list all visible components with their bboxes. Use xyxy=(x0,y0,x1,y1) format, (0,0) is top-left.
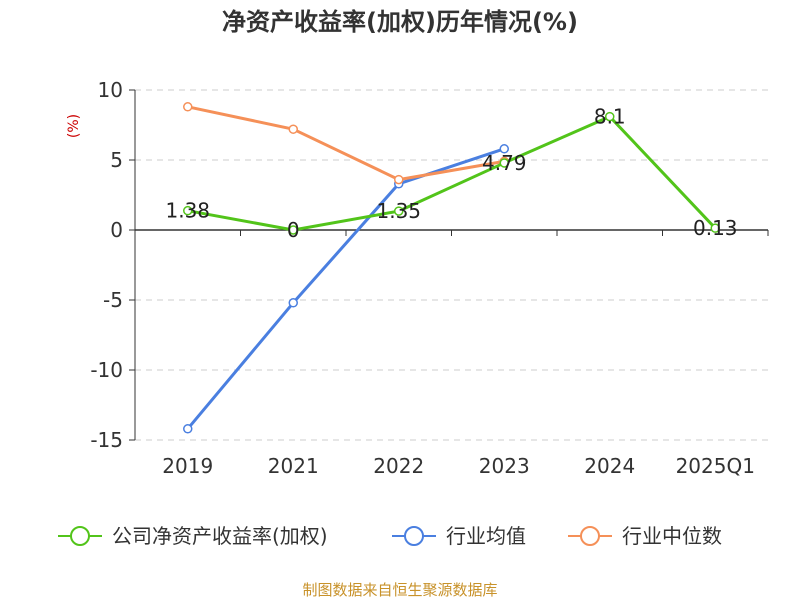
data-label: 1.38 xyxy=(165,199,210,223)
legend: 公司净资产收益率(加权) 行业均值 行业中位数 xyxy=(58,524,722,548)
series-lines xyxy=(183,102,720,434)
legend-label: 行业中位数 xyxy=(622,524,722,548)
x-tick-label: 2025Q1 xyxy=(676,454,755,478)
y-tick-label: 5 xyxy=(110,148,123,172)
data-label: 1.35 xyxy=(376,199,421,223)
data-point-0 xyxy=(288,225,298,235)
chart-title: 净资产收益率(加权)历年情况(%) xyxy=(222,8,578,36)
legend-marker xyxy=(404,526,424,546)
y-tick-label: -15 xyxy=(90,428,123,452)
legend-marker xyxy=(580,526,600,546)
x-tick-label: 2023 xyxy=(479,454,530,478)
data-point-0 xyxy=(499,158,509,168)
legend-marker xyxy=(70,526,90,546)
data-point-2 xyxy=(394,174,404,185)
x-tick-label: 2019 xyxy=(162,454,213,478)
gridlines xyxy=(135,89,768,441)
data-labels: 1.38 0 1.35 4.79 8.1 0.13 xyxy=(165,105,737,242)
x-tick-label: 2024 xyxy=(584,454,635,478)
x-tick-label: 2022 xyxy=(373,454,424,478)
data-point-0 xyxy=(710,223,720,233)
legend-label: 行业均值 xyxy=(446,524,526,548)
x-tick-label: 2021 xyxy=(268,454,319,478)
y-tick-label: -10 xyxy=(90,358,123,382)
legend-label: 公司净资产收益率(加权) xyxy=(112,524,328,548)
data-point-0 xyxy=(394,206,404,216)
data-point-1 xyxy=(288,298,298,308)
data-label: 0.13 xyxy=(693,216,738,240)
data-point-0 xyxy=(605,111,615,122)
data-point-1 xyxy=(183,424,193,434)
data-point-0 xyxy=(183,205,193,216)
y-tick-label: 10 xyxy=(98,78,123,102)
y-axis-unit-label: (%) xyxy=(66,114,82,138)
series-line-0 xyxy=(187,115,717,232)
data-label: 8.1 xyxy=(594,105,626,129)
y-tick-label: 0 xyxy=(110,218,123,242)
data-label: 4.79 xyxy=(482,151,527,175)
data-point-2 xyxy=(183,102,193,112)
y-tick-label: -5 xyxy=(103,288,123,312)
data-label: 0 xyxy=(287,218,300,242)
axes: 10 5 0 -5 -10 -15 2019 2021 2022 2023 2024 2025Q1 xyxy=(90,78,769,478)
series-line-2 xyxy=(187,105,505,182)
source-note: 制图数据来自恒生聚源数据库 xyxy=(302,581,497,599)
data-point-2 xyxy=(288,124,298,134)
series-line-1 xyxy=(186,147,505,430)
data-point-1 xyxy=(499,144,509,154)
